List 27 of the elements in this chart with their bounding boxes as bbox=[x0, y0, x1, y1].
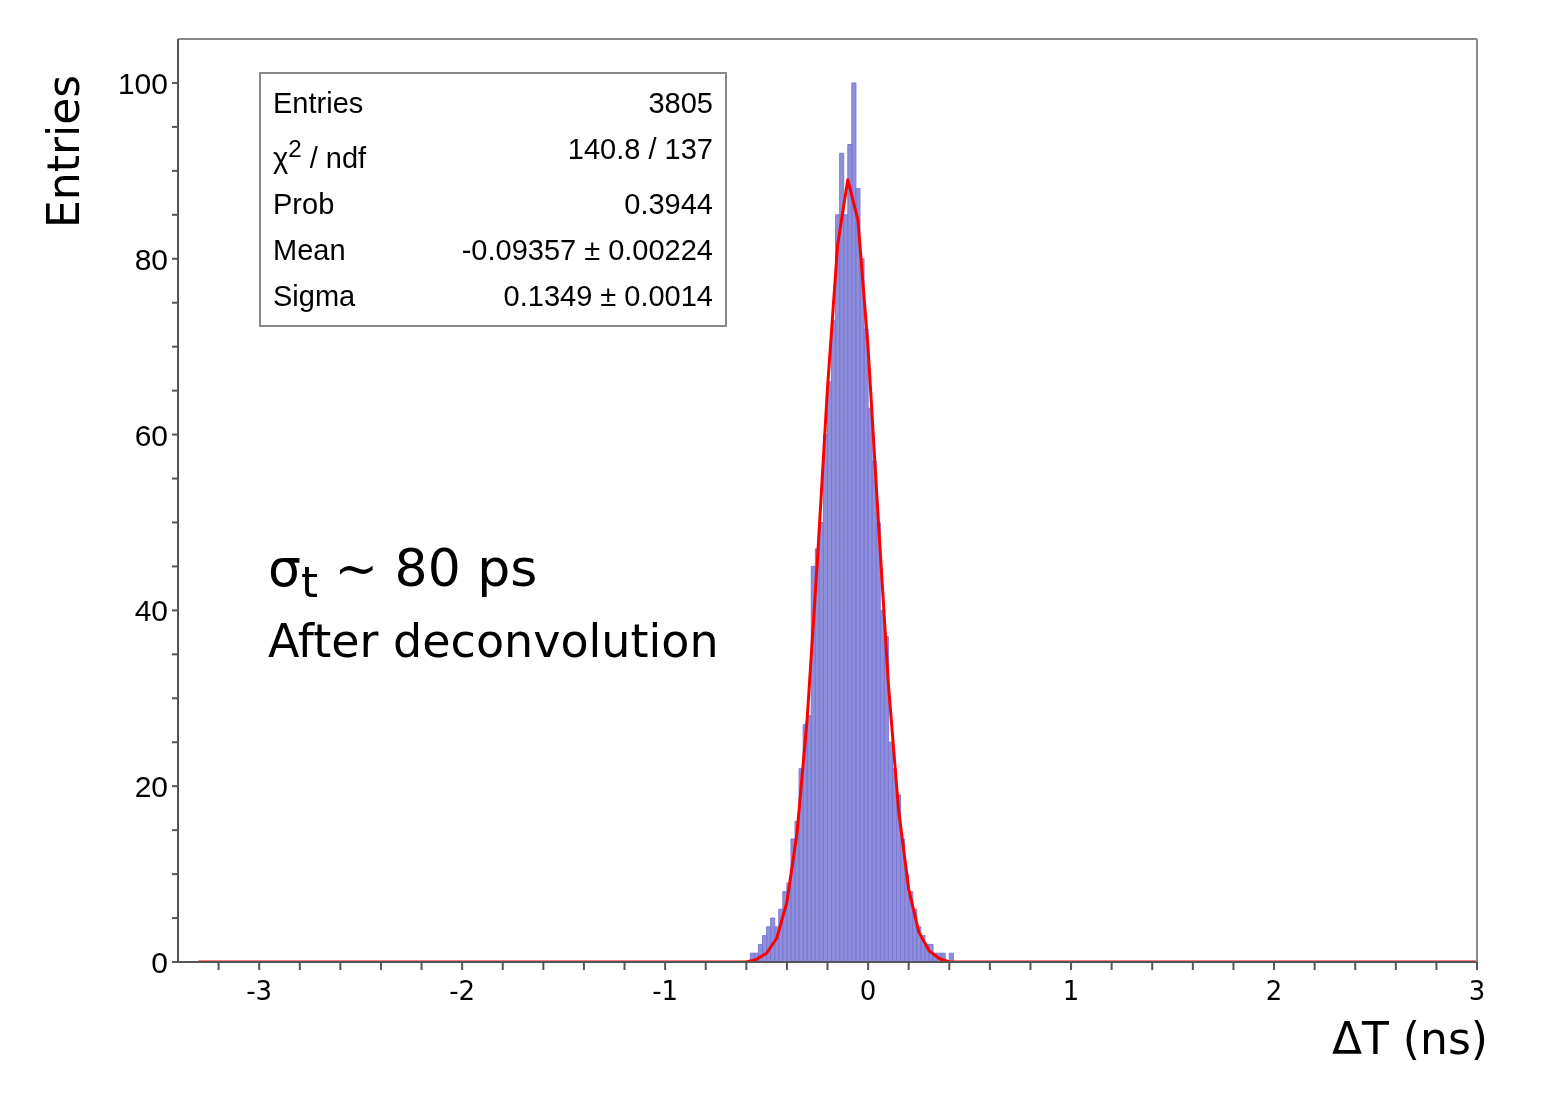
annotation: 0.1349 ± 0.0014 bbox=[503, 278, 713, 314]
x-axis-title: ΔT (ns) bbox=[1331, 1013, 1488, 1064]
annotation: 140.8 / 137 bbox=[567, 132, 713, 167]
annotation: -0.09357 ± 0.00224 bbox=[461, 232, 713, 268]
x-tick-label: 3 bbox=[1468, 976, 1486, 1006]
annotation: 3805 bbox=[648, 86, 713, 121]
x-tick-label: 0 bbox=[859, 976, 877, 1006]
y-axis-title: Entries bbox=[38, 74, 89, 228]
annotation: After deconvolution bbox=[268, 614, 719, 668]
y-tick-label: 100 bbox=[117, 66, 168, 100]
annotation: Prob bbox=[273, 186, 335, 222]
annotation: σ$_{t}$ ~ 80 ps bbox=[268, 538, 538, 608]
x-tick-label: -1 bbox=[652, 976, 679, 1006]
x-tick-label: 1 bbox=[1062, 976, 1080, 1006]
y-tick-label: 40 bbox=[134, 594, 168, 628]
y-tick-label: 0 bbox=[151, 946, 168, 979]
annotation: Sigma bbox=[273, 278, 356, 314]
annotation: 0.3944 bbox=[624, 186, 713, 222]
annotation: Mean bbox=[273, 232, 346, 268]
x-tick-label: -2 bbox=[449, 976, 476, 1006]
y-tick-label: 60 bbox=[134, 418, 168, 452]
x-tick-label: 2 bbox=[1265, 976, 1283, 1006]
y-tick-label: 20 bbox=[134, 770, 168, 804]
y-tick-label: 80 bbox=[134, 242, 168, 276]
annotation: χ$^{2}$ / ndf bbox=[273, 134, 367, 176]
annotation: Entries bbox=[273, 86, 364, 121]
x-tick-label: -3 bbox=[246, 976, 273, 1006]
